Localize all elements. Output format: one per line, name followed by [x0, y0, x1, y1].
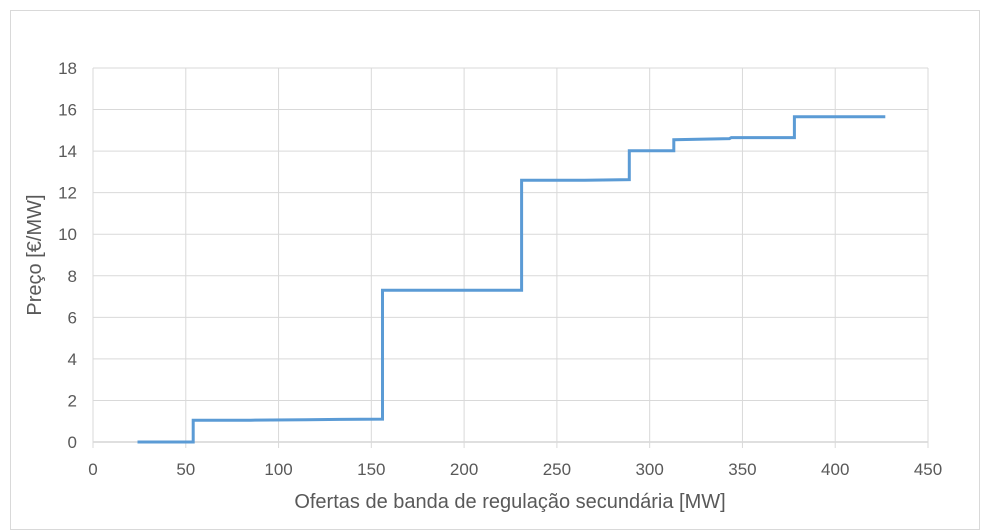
y-tick-label: 12	[58, 184, 77, 203]
y-tick-label: 18	[58, 59, 77, 78]
x-tick-label: 200	[450, 460, 478, 479]
x-tick-labels: 0 50 100 150 200 250 300 350 400 450	[88, 460, 942, 479]
y-tick-label: 6	[68, 308, 77, 327]
x-tick-label: 450	[914, 460, 942, 479]
x-axis-label: Ofertas de banda de regulação secundária…	[294, 491, 725, 513]
y-tick-label: 16	[58, 101, 77, 120]
x-tick-label: 350	[728, 460, 756, 479]
y-tick-label: 8	[68, 267, 77, 286]
series-layer	[137, 115, 886, 444]
y-axis-label: Preço [€/MW]	[24, 194, 46, 315]
x-tick-label: 0	[88, 460, 97, 479]
y-tick-label: 4	[68, 350, 77, 369]
series-line	[137, 115, 886, 444]
grid-lines	[92, 67, 929, 448]
y-tick-label: 14	[58, 142, 77, 161]
y-tick-labels: 0 2 4 6 8 10 12 14 16 18	[58, 59, 77, 452]
x-tick-label: 300	[635, 460, 663, 479]
y-tick-label: 0	[68, 433, 77, 452]
y-tick-label: 2	[68, 391, 77, 410]
x-tick-label: 400	[821, 460, 849, 479]
x-tick-label: 250	[543, 460, 571, 479]
x-tick-label: 100	[264, 460, 292, 479]
y-tick-label: 10	[58, 225, 77, 244]
step-chart: 0 50 100 150 200 250 300 350 400 450 0 2 4 6 8 10 12 14 1…	[24, 59, 942, 513]
x-tick-label: 50	[176, 460, 195, 479]
x-tick-label: 150	[357, 460, 385, 479]
